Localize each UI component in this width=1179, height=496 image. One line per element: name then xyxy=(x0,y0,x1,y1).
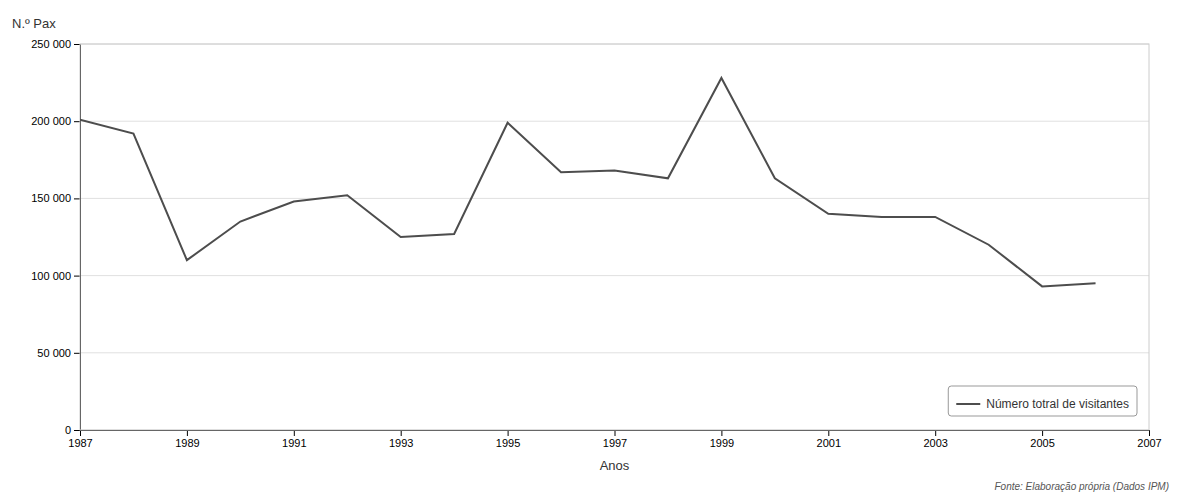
tick-mark xyxy=(74,353,80,354)
tick-mark xyxy=(508,430,509,436)
tick: 150 000 xyxy=(31,192,80,204)
legend-item: Número totral de visitantes xyxy=(956,397,1129,411)
grid-line xyxy=(80,275,1149,276)
tick-mark xyxy=(187,430,188,436)
lines xyxy=(80,78,1096,286)
tick: 2007 xyxy=(1137,430,1161,449)
grid-line xyxy=(80,198,1149,199)
tick-label: 1993 xyxy=(389,437,413,449)
tick-label: 1997 xyxy=(603,437,627,449)
tick: 2003 xyxy=(923,430,947,449)
tick-mark xyxy=(74,430,80,431)
tick-mark xyxy=(74,276,80,277)
tick-label: 1989 xyxy=(175,437,199,449)
tick: 1993 xyxy=(389,430,413,449)
x-axis: 1987 1989 1991 1993 1995 1997 1999 2001 2003 2005… xyxy=(68,430,1161,449)
tick-label: 2001 xyxy=(817,437,841,449)
tick: 200 000 xyxy=(31,115,80,127)
tick-mark xyxy=(935,430,936,436)
tick-label: 2003 xyxy=(923,437,947,449)
tick-label: 0 xyxy=(65,424,71,436)
tick-mark xyxy=(74,198,80,199)
tick: 2005 xyxy=(1030,430,1054,449)
grid-line xyxy=(80,121,1149,122)
y-axis: 0 50 000 100 000 150 000 200 000 250 000 xyxy=(31,38,80,436)
grid-line xyxy=(80,352,1149,353)
tick-label: 250 000 xyxy=(31,38,71,50)
tick-mark xyxy=(294,430,295,436)
tick-mark xyxy=(615,430,616,436)
tick: 2001 xyxy=(817,430,841,449)
tick-label: 1991 xyxy=(282,437,306,449)
legend: Número totral de visitantes xyxy=(948,386,1137,416)
legend-swatch xyxy=(956,403,980,405)
tick-mark xyxy=(401,430,402,436)
tick-mark xyxy=(1042,430,1043,436)
series-line xyxy=(80,78,1096,286)
tick-label: 1995 xyxy=(496,437,520,449)
tick-label: 100 000 xyxy=(31,270,71,282)
tick-label: 2005 xyxy=(1030,437,1054,449)
tick-label: 50 000 xyxy=(37,347,71,359)
tick-label: 1999 xyxy=(710,437,734,449)
tick: 1989 xyxy=(175,430,199,449)
tick-mark xyxy=(828,430,829,436)
annotation: Fonte: Elaboração própria (Dados IPM) xyxy=(994,481,1169,492)
tick-label: 2007 xyxy=(1137,437,1161,449)
plot: 1987 1989 1991 1993 1995 1997 1999 2001 2003 2005… xyxy=(31,38,1162,449)
legend-label: Número totral de visitantes xyxy=(986,397,1129,411)
tick: 1997 xyxy=(603,430,627,449)
tick: 1999 xyxy=(710,430,734,449)
tick: 0 xyxy=(65,424,80,436)
tick-mark xyxy=(74,121,80,122)
tick: 1995 xyxy=(496,430,520,449)
tick: 250 000 xyxy=(31,38,80,50)
chart: 1987 1989 1991 1993 1995 1997 1999 2001 2003 2005… xyxy=(0,0,1179,496)
tick-mark xyxy=(1149,430,1150,436)
grid xyxy=(80,44,1149,430)
legend-box xyxy=(948,386,1137,416)
tick: 1987 xyxy=(68,430,92,449)
x-axis-line xyxy=(81,431,1150,437)
y-axis-title: N.º Pax xyxy=(12,16,56,31)
tick: 50 000 xyxy=(37,347,80,359)
tick-label: 200 000 xyxy=(31,115,71,127)
tick-mark xyxy=(721,430,722,436)
tick-mark xyxy=(74,44,80,45)
tick-label: 1987 xyxy=(68,437,92,449)
tick: 1991 xyxy=(282,430,306,449)
plot-frame xyxy=(80,44,1149,430)
x-axis-title: Anos xyxy=(600,458,630,473)
tick-label: 150 000 xyxy=(31,192,71,204)
tick: 100 000 xyxy=(31,270,80,282)
